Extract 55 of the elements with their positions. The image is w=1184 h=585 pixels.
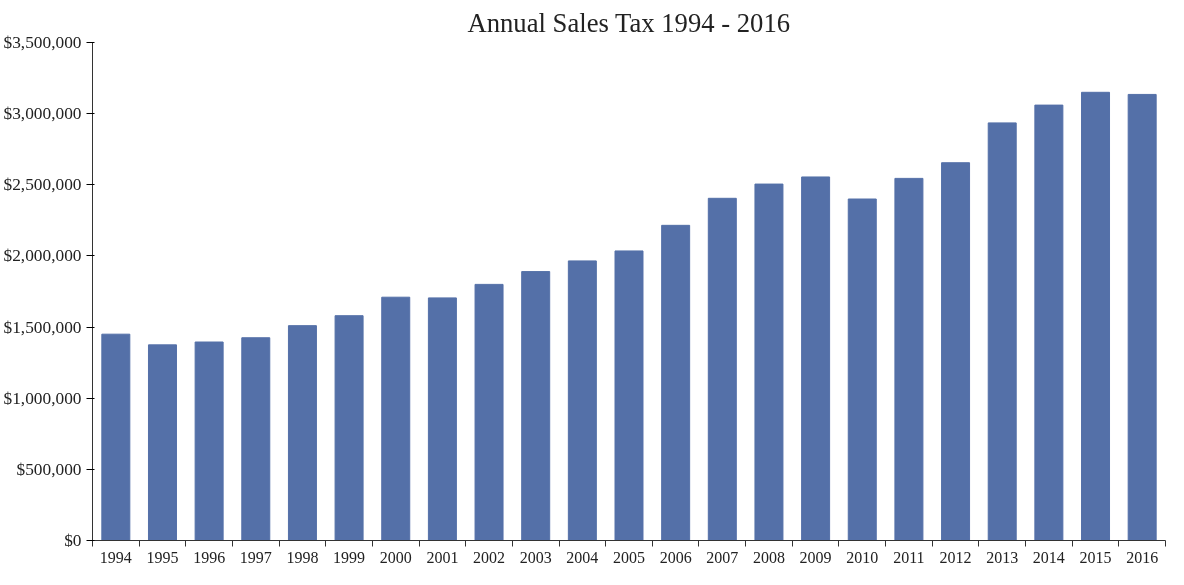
x-tick-label: 1997 — [239, 548, 272, 566]
bar — [661, 224, 691, 541]
x-tick-label: 2002 — [473, 548, 506, 566]
chart-title: Annual Sales Tax 1994 - 2016 — [467, 7, 791, 38]
bar — [1034, 104, 1064, 541]
bar — [1127, 93, 1157, 541]
x-tick-label: 2013 — [986, 548, 1019, 566]
x-tick-label: 1994 — [99, 548, 132, 566]
bar — [801, 176, 831, 541]
x-tick-label: 2011 — [893, 548, 925, 566]
bar — [427, 297, 457, 541]
x-tick-label: 2006 — [659, 548, 692, 566]
x-tick-label: 2001 — [426, 548, 459, 566]
y-tick-label: $0 — [64, 531, 82, 550]
bar — [474, 283, 504, 541]
bar — [287, 325, 317, 541]
bar — [987, 122, 1017, 541]
x-tick-label: 1999 — [333, 548, 366, 566]
bar — [614, 250, 644, 541]
x-tick-label: 2007 — [706, 548, 739, 566]
bar — [1081, 91, 1111, 541]
x-tick-label: 1998 — [286, 548, 319, 566]
x-tick-label: 2009 — [799, 548, 832, 566]
bar — [941, 162, 971, 541]
x-tick-label: 2004 — [566, 548, 599, 566]
bar — [847, 198, 877, 541]
bar — [147, 344, 177, 541]
x-tick-label: 2015 — [1079, 548, 1112, 566]
bar — [101, 333, 131, 541]
bar — [334, 315, 364, 541]
y-tick-label: $2,500,000 — [3, 175, 82, 195]
bar — [381, 296, 411, 541]
y-tick-label: $3,000,000 — [3, 104, 82, 124]
y-tick-label: $2,000,000 — [3, 246, 82, 266]
x-tick-label: 2010 — [846, 548, 879, 566]
x-tick-label: 2014 — [1032, 548, 1065, 566]
x-tick-label: 2005 — [613, 548, 645, 566]
bar — [754, 183, 784, 541]
bar — [707, 197, 737, 541]
x-tick-label: 1996 — [193, 548, 226, 566]
y-tick-label: $3,500,000 — [3, 33, 82, 52]
y-tick-label: $1,000,000 — [3, 388, 82, 408]
x-tick-label: 2003 — [519, 548, 552, 566]
x-tick-label: 2016 — [1126, 548, 1159, 566]
bar — [241, 337, 271, 541]
x-tick-label: 2000 — [379, 548, 412, 566]
bar — [194, 341, 224, 541]
x-tick-label: 2008 — [752, 548, 785, 566]
y-tick-label: $500,000 — [16, 459, 82, 479]
x-tick-label: 1995 — [146, 548, 179, 566]
y-tick-label: $1,500,000 — [3, 317, 82, 337]
bar — [894, 177, 924, 541]
bar — [567, 260, 597, 541]
x-tick-label: 2012 — [939, 548, 972, 566]
bar — [521, 271, 551, 541]
